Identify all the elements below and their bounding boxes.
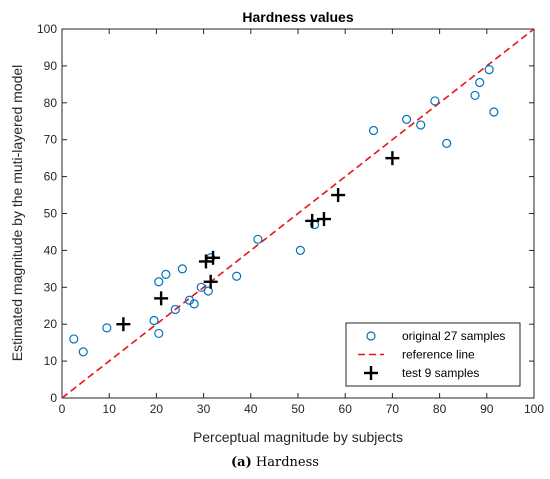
x-tick-label: 90 <box>480 402 494 416</box>
original-sample-point <box>368 125 379 136</box>
y-tick-label: 10 <box>44 354 58 368</box>
test-sample-point <box>305 213 320 228</box>
y-tick-label: 60 <box>44 170 58 184</box>
test-sample-point <box>203 274 218 289</box>
y-tick-label: 90 <box>44 59 58 73</box>
y-tick-label: 80 <box>44 96 58 110</box>
original-sample-point <box>203 286 213 296</box>
chart-title: Hardness values <box>242 9 353 25</box>
y-tick-label: 40 <box>44 243 58 257</box>
test-sample-point <box>154 291 169 306</box>
y-axis-label: Estimated magnitude by the muti-layered … <box>9 65 25 361</box>
caption-text: Hardness <box>255 455 319 470</box>
figure-caption: (a) Hardness <box>0 455 550 470</box>
original-sample-point <box>442 138 452 148</box>
original-sample-point <box>78 347 88 357</box>
legend-marker-circle <box>366 331 376 341</box>
x-tick-label: 80 <box>433 402 447 416</box>
original-sample-point <box>475 77 485 88</box>
original-sample-point <box>416 120 426 130</box>
x-axis-label: Perceptual magnitude by subjects <box>193 429 403 445</box>
x-tick-label: 20 <box>150 402 164 416</box>
test-sample-point <box>116 317 131 332</box>
y-tick-label: 50 <box>44 207 58 221</box>
test-sample-point <box>385 151 400 166</box>
scatter-chart: Hardness values 0 10 20 30 40 50 60 70 80 90 100 0 1… <box>9 9 544 445</box>
legend-label: reference line <box>402 348 475 362</box>
legend-label: test 9 samples <box>402 366 479 380</box>
original-sample-point <box>102 323 112 333</box>
x-tick-label: 70 <box>386 402 400 416</box>
x-tick-label: 50 <box>291 402 305 416</box>
x-tick-label: 100 <box>524 402 544 416</box>
original-sample-point <box>232 271 242 281</box>
y-tick-label: 0 <box>50 391 57 405</box>
original-sample-point <box>484 64 494 75</box>
test-sample-point <box>316 212 331 227</box>
x-tick-label: 30 <box>197 402 211 416</box>
x-tick-label: 40 <box>244 402 258 416</box>
original-sample-point <box>149 315 159 326</box>
test-sample-point <box>198 254 213 269</box>
test-sample-point <box>331 188 346 203</box>
original-sample-point <box>161 269 171 279</box>
y-tick-label: 20 <box>44 317 58 331</box>
legend: original 27 samples reference line test 9 … <box>345 322 521 387</box>
y-tick-label: 30 <box>44 280 58 294</box>
original-sample-point <box>470 90 480 101</box>
original-sample-point <box>253 234 263 244</box>
x-tick-label: 10 <box>103 402 117 416</box>
original-sample-point <box>196 282 206 292</box>
original-sample-point <box>154 277 164 287</box>
y-tick-label: 70 <box>44 133 58 147</box>
original-sample-point <box>401 114 412 125</box>
original-sample-point <box>170 304 180 315</box>
original-sample-point <box>189 299 199 309</box>
test-sample-point <box>206 250 221 265</box>
plot-area: 0 10 20 30 40 50 60 70 80 90 100 0 10 20 30 40 50 60 70 80 9… <box>37 22 544 416</box>
x-tick-label: 60 <box>339 402 353 416</box>
reference-line <box>61 28 535 399</box>
original-sample-point <box>430 96 440 106</box>
original-sample-point <box>489 107 499 117</box>
original-sample-point <box>295 245 305 255</box>
legend-marker-plus <box>364 366 378 380</box>
legend-label: original 27 samples <box>402 329 505 343</box>
y-tick-label: 100 <box>37 22 57 36</box>
original-sample-point <box>177 264 187 274</box>
caption-label: (a) <box>231 455 252 470</box>
original-sample-point <box>154 328 164 339</box>
x-tick-label: 0 <box>59 402 66 416</box>
original-sample-point <box>69 334 79 344</box>
